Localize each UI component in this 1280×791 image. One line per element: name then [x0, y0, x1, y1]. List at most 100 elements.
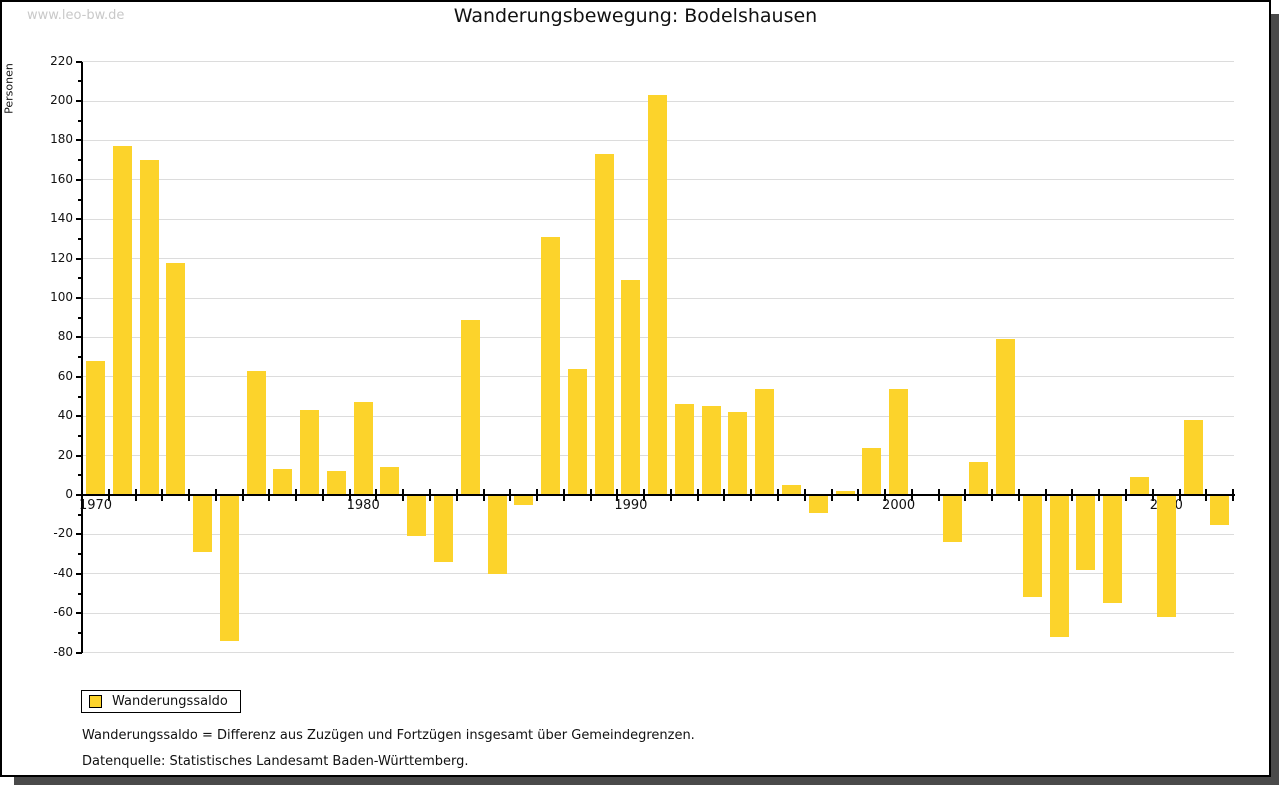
- y-axis-minor-tick: [78, 316, 82, 319]
- bar: [1130, 477, 1150, 495]
- footnote-definition: Wanderungssaldo = Differenz aus Zuzügen …: [82, 728, 695, 743]
- bar: [193, 495, 213, 553]
- bar: [166, 262, 186, 495]
- y-tick-label: 100: [50, 290, 73, 304]
- y-axis-tick: [76, 494, 82, 496]
- bar: [1156, 495, 1176, 618]
- bar: [674, 404, 694, 495]
- bar: [246, 370, 266, 495]
- bar: [112, 146, 132, 495]
- y-tick-label: 60: [57, 368, 73, 383]
- chart-title: Wanderungsbewegung: Bodelshausen: [453, 5, 818, 27]
- bar: [514, 495, 534, 505]
- y-axis-minor-tick: [78, 356, 82, 359]
- y-tick-label: 120: [50, 250, 73, 265]
- y-axis-tick: [76, 454, 82, 457]
- y-tick-label: 0: [65, 487, 73, 501]
- bar: [353, 402, 373, 495]
- y-tick-label: -60: [53, 605, 73, 620]
- x-tick-label: 1970: [78, 498, 113, 513]
- y-axis-tick: [76, 257, 82, 260]
- bar: [300, 410, 320, 495]
- y-axis-tick: [76, 218, 82, 221]
- x-tick-label: 1990: [614, 498, 648, 513]
- y-axis-minor-tick: [78, 553, 82, 556]
- bar: [1183, 420, 1203, 495]
- bar: [139, 160, 159, 495]
- y-axis-minor-tick: [78, 631, 82, 634]
- footnote-source: Datenquelle: Statistisches Landesamt Bad…: [82, 754, 469, 769]
- y-axis-minor-tick: [78, 80, 82, 83]
- bar: [835, 491, 855, 495]
- watermark: www.leo-bw.de: [27, 8, 125, 23]
- y-axis-minor-tick: [78, 474, 82, 477]
- bar: [942, 495, 962, 543]
- bar: [1210, 495, 1230, 525]
- y-axis-minor-tick: [78, 237, 82, 240]
- y-tick-label: 20: [57, 447, 73, 462]
- x-axis-zero-line: [82, 494, 1235, 496]
- y-axis-tick: [76, 572, 82, 575]
- y-axis-tick: [76, 178, 82, 181]
- bar: [1076, 495, 1096, 570]
- y-axis-tick: [76, 375, 82, 378]
- y-axis-line: [80, 61, 83, 653]
- x-tick-label: 2000: [882, 498, 916, 513]
- y-axis-tick: [76, 60, 82, 63]
- gridline: [82, 573, 1234, 575]
- bar: [487, 495, 507, 574]
- y-axis-minor-tick: [78, 513, 82, 516]
- y-axis-minor-tick: [78, 159, 82, 162]
- bar: [755, 388, 775, 495]
- bar: [407, 495, 427, 537]
- y-axis-tick: [76, 139, 82, 142]
- y-tick-label: -80: [53, 644, 73, 659]
- bar: [326, 471, 346, 495]
- y-tick-label: 140: [50, 211, 73, 226]
- bar: [728, 412, 748, 495]
- bar: [1022, 495, 1042, 598]
- bar: [86, 361, 105, 495]
- bar: [1103, 495, 1123, 604]
- legend-label: Wanderungssaldo: [112, 694, 228, 709]
- y-tick-label: 160: [50, 171, 73, 186]
- bar: [782, 485, 802, 495]
- bar: [460, 319, 480, 495]
- y-axis-minor-tick: [78, 277, 82, 280]
- y-tick-label: 40: [57, 408, 73, 423]
- bar: [648, 95, 668, 495]
- y-tick-label: 80: [57, 329, 73, 344]
- bar: [1049, 495, 1069, 637]
- bar: [889, 388, 909, 495]
- y-tick-label: -40: [53, 565, 73, 580]
- x-tick-label: 1980: [346, 498, 380, 513]
- y-axis-minor-tick: [78, 198, 82, 201]
- legend-swatch-icon: [89, 695, 102, 708]
- bar: [862, 447, 882, 495]
- y-axis-tick: [76, 336, 82, 339]
- gridline: [82, 652, 1234, 654]
- bar: [969, 461, 989, 495]
- y-tick-label: 220: [50, 53, 73, 68]
- bar: [380, 467, 400, 495]
- y-axis-minor-tick: [78, 119, 82, 122]
- gridline: [82, 533, 1234, 535]
- bar: [219, 495, 239, 641]
- y-axis-tick: [76, 612, 82, 615]
- y-axis-minor-tick: [78, 434, 82, 437]
- bar: [273, 469, 293, 495]
- y-axis-tick: [76, 415, 82, 418]
- bar: [594, 154, 614, 495]
- gridline: [82, 61, 1234, 63]
- y-tick-label: 200: [50, 93, 73, 107]
- bar: [996, 339, 1016, 495]
- chart-frame: www.leo-bw.de Wanderungsbewegung: Bodels…: [0, 0, 1271, 777]
- bar: [567, 368, 587, 495]
- bar: [621, 280, 641, 495]
- y-axis-tick: [76, 297, 82, 299]
- y-axis-tick: [76, 533, 82, 536]
- bar: [434, 495, 453, 562]
- y-axis-title: Personen: [2, 63, 16, 114]
- bar: [541, 236, 561, 495]
- legend: Wanderungssaldo: [81, 690, 241, 713]
